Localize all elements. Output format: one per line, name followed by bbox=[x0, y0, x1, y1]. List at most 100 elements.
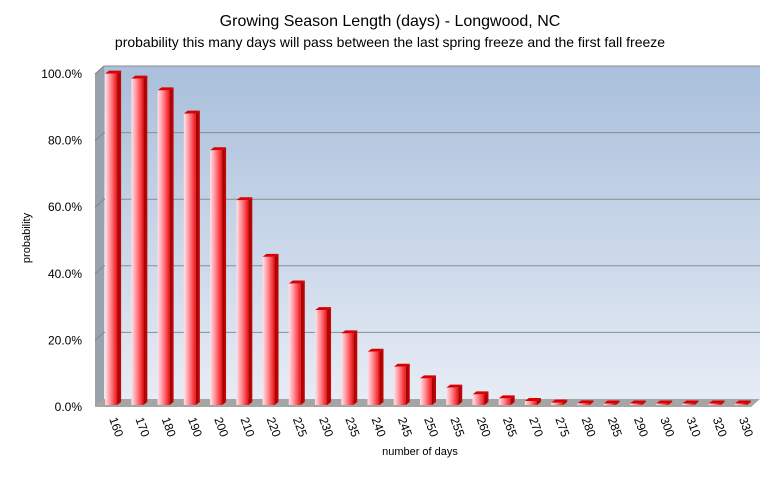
bar-front bbox=[288, 283, 301, 405]
bar bbox=[472, 391, 489, 405]
y-tick-label: 60.0% bbox=[48, 200, 82, 214]
bar bbox=[210, 147, 227, 405]
bar-top bbox=[629, 400, 646, 404]
bar-side bbox=[405, 363, 410, 405]
bar-top bbox=[262, 253, 279, 257]
x-axis-ticks: 160 170 180 190 200 210 220 225 230 235 240 245 250 2… bbox=[106, 415, 756, 439]
x-tick-label: 235 bbox=[342, 415, 362, 439]
bar bbox=[551, 399, 568, 405]
bar-side bbox=[327, 307, 332, 405]
bar-top bbox=[577, 400, 594, 404]
x-tick-label: 160 bbox=[106, 415, 126, 439]
bar bbox=[393, 363, 410, 405]
gridline-side bbox=[94, 332, 105, 341]
bar-side bbox=[143, 75, 148, 405]
bar-top bbox=[446, 384, 463, 388]
x-tick-label: 270 bbox=[526, 415, 546, 439]
bar bbox=[603, 400, 620, 405]
bar-top bbox=[341, 330, 358, 334]
x-tick-label: 245 bbox=[395, 415, 415, 439]
bar bbox=[105, 70, 122, 405]
plot-side-wall bbox=[95, 66, 104, 407]
x-tick-label: 230 bbox=[316, 415, 336, 439]
bar-top bbox=[131, 75, 148, 79]
bars bbox=[105, 70, 751, 405]
bar-front bbox=[393, 366, 406, 405]
bar-side bbox=[668, 400, 673, 405]
x-tick-label: 310 bbox=[684, 415, 704, 439]
bar-front bbox=[656, 403, 669, 405]
y-axis-label: probability bbox=[21, 212, 33, 263]
bar-top bbox=[682, 400, 699, 404]
x-tick-label: 260 bbox=[474, 415, 494, 439]
bar-front bbox=[236, 200, 249, 405]
bar bbox=[629, 400, 646, 405]
x-tick-label: 225 bbox=[290, 415, 310, 439]
bar-front bbox=[367, 351, 380, 405]
chart-subtitle: probability this many days will pass bet… bbox=[115, 34, 665, 50]
bar bbox=[577, 400, 594, 405]
bar-front bbox=[420, 378, 432, 405]
x-tick-label: 220 bbox=[264, 415, 284, 439]
bar-side bbox=[458, 384, 463, 405]
bar-top bbox=[472, 391, 489, 395]
bar-top bbox=[315, 307, 332, 311]
bar-front bbox=[734, 403, 747, 405]
x-tick-label: 200 bbox=[211, 415, 231, 439]
bar-side bbox=[536, 398, 541, 405]
bar-side bbox=[694, 400, 699, 405]
x-tick-label: 285 bbox=[605, 415, 625, 439]
bar bbox=[682, 400, 699, 405]
bar-top bbox=[603, 400, 620, 404]
bar-side bbox=[248, 197, 253, 405]
bar-top bbox=[656, 400, 673, 404]
x-tick-label: 170 bbox=[133, 415, 153, 439]
x-tick-label: 210 bbox=[238, 415, 258, 439]
bar-front bbox=[315, 310, 328, 405]
bar-side bbox=[615, 400, 620, 405]
bar bbox=[131, 75, 148, 405]
bar bbox=[157, 87, 174, 405]
y-tick-label: 80.0% bbox=[48, 134, 82, 148]
bar bbox=[288, 280, 305, 405]
bar bbox=[315, 307, 332, 405]
y-tick-label: 20.0% bbox=[48, 333, 82, 347]
bar bbox=[236, 197, 253, 405]
bar bbox=[656, 400, 673, 405]
x-tick-label: 280 bbox=[579, 415, 599, 439]
bar-top bbox=[105, 70, 122, 74]
bar bbox=[708, 400, 725, 405]
bar bbox=[367, 348, 384, 405]
bar-top bbox=[393, 363, 410, 367]
bar-front bbox=[603, 403, 616, 405]
bar-side bbox=[169, 87, 174, 405]
bar-side bbox=[641, 400, 646, 405]
bar bbox=[498, 395, 515, 405]
bar bbox=[734, 400, 751, 405]
bar-side bbox=[379, 348, 384, 405]
gridline-side bbox=[94, 132, 105, 141]
bar-front bbox=[472, 394, 485, 405]
bar bbox=[341, 330, 358, 405]
bar-top bbox=[236, 197, 253, 201]
bar-front bbox=[446, 387, 459, 405]
chart-title: Growing Season Length (days) - Longwood,… bbox=[220, 13, 561, 30]
bar-top bbox=[708, 400, 725, 404]
bar-top bbox=[498, 395, 515, 399]
bar-top bbox=[367, 348, 384, 352]
bar-top bbox=[157, 87, 174, 91]
x-tick-label: 290 bbox=[631, 415, 651, 439]
bar-side bbox=[274, 253, 279, 405]
x-tick-label: 180 bbox=[159, 415, 179, 439]
bar bbox=[446, 384, 463, 405]
bar-front bbox=[262, 256, 275, 405]
bar-front bbox=[524, 401, 537, 405]
gridline-side bbox=[94, 198, 105, 208]
bar-front bbox=[577, 403, 590, 405]
bar-front bbox=[210, 150, 223, 405]
bar-front bbox=[183, 113, 196, 405]
bar-front bbox=[341, 333, 354, 405]
bar-front bbox=[131, 78, 144, 405]
x-tick-label: 265 bbox=[500, 415, 520, 439]
